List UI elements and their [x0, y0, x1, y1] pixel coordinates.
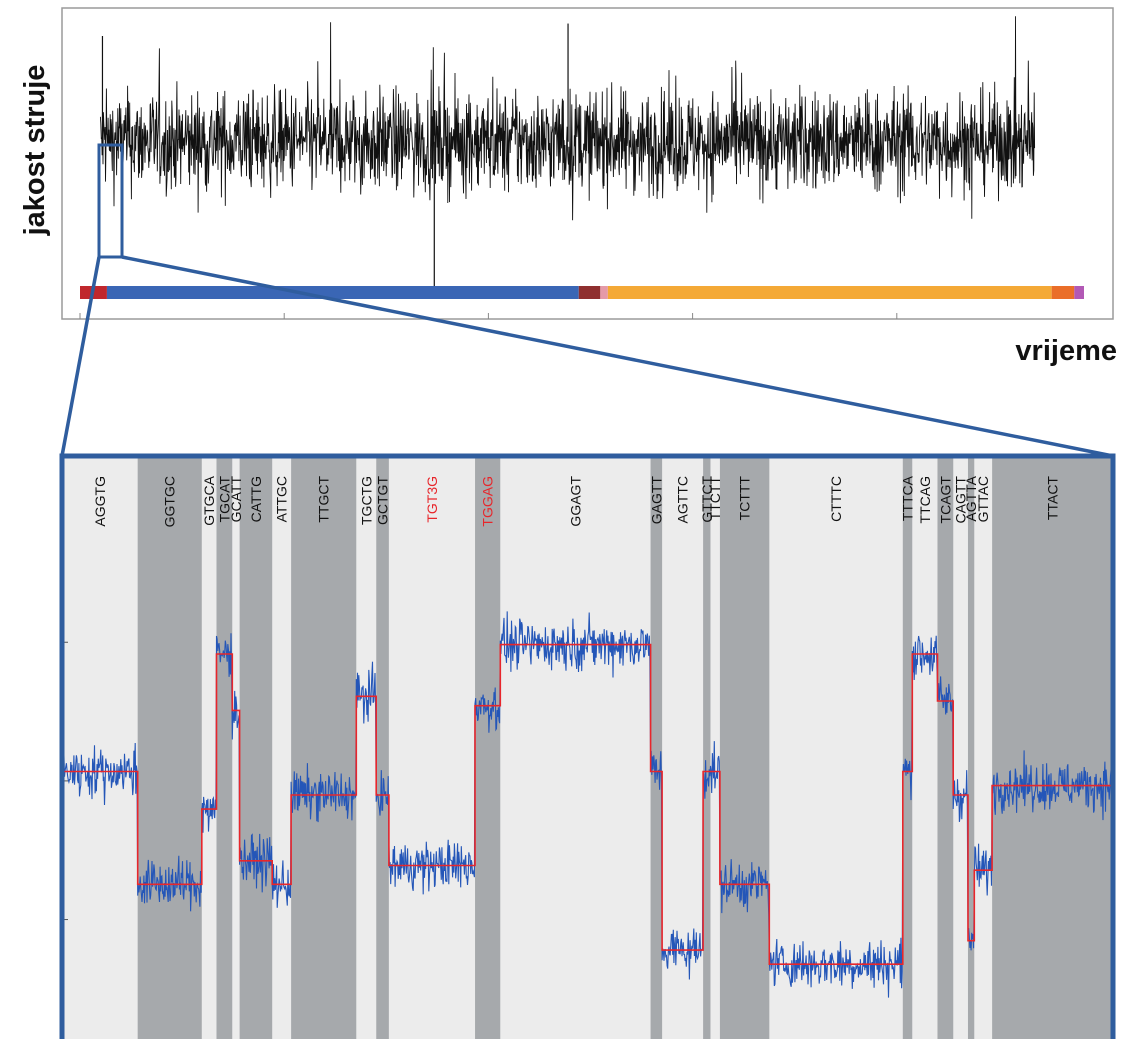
kmer-label: AGGTG — [92, 476, 108, 527]
kmer-label: TTGCT — [316, 476, 332, 523]
segment-bar-block — [578, 286, 601, 299]
zoom-window-box — [97, 143, 124, 259]
kmer-band — [500, 456, 652, 1039]
segment-level-fit — [62, 643, 1113, 965]
connector-left — [60, 256, 101, 457]
kmer-label: GGAGT — [567, 476, 583, 527]
kmer-label: CAGTT — [953, 476, 969, 524]
kmer-label: TTCAG — [917, 476, 933, 523]
kmer-band — [216, 456, 233, 1039]
segment-bar-block — [607, 286, 1052, 299]
kmer-label: TCAGT — [937, 476, 953, 524]
kmer-label: CTTTC — [828, 476, 844, 522]
kmer-band — [937, 456, 954, 1039]
kmer-band — [650, 456, 663, 1039]
overview-signal-line — [99, 16, 1036, 221]
kmer-band — [356, 456, 377, 1039]
kmer-label: GTGCA — [201, 475, 217, 525]
kmer-label: CATTG — [248, 476, 264, 522]
kmer-label: TTCTT — [707, 476, 723, 521]
kmer-band — [974, 456, 993, 1039]
zoom-connector-lines — [60, 255, 1114, 458]
kmer-band — [137, 456, 203, 1039]
kmer-label: GTTCT — [699, 476, 715, 523]
kmer-band — [201, 456, 217, 1039]
kmer-label: TGT3G — [424, 476, 440, 523]
kmer-band — [710, 456, 721, 1039]
kmer-band — [291, 456, 357, 1039]
fit-step-line — [62, 643, 1113, 965]
kmer-label: TGCAT — [216, 476, 232, 523]
kmer-band — [232, 456, 241, 1039]
kmer-label: TTTCA — [900, 475, 916, 521]
kmer-label: GGTGC — [162, 476, 178, 527]
kmer-band — [967, 456, 975, 1039]
kmer-label: TGCTG — [358, 476, 374, 525]
kmer-label: TCTTT — [737, 476, 753, 521]
segment-bar-block — [1074, 286, 1084, 299]
kmer-band — [239, 456, 273, 1039]
segment-bar-block — [600, 286, 608, 299]
kmer-label: AGTTC — [675, 476, 691, 523]
kmer-label: AGTTA — [963, 475, 979, 521]
kmer-label: TGGAG — [480, 476, 496, 527]
kmer-label: GAGTT — [648, 476, 664, 525]
y-axis-title: jakost struje — [19, 65, 51, 237]
overview-current-trace — [99, 16, 1036, 295]
kmer-band — [992, 456, 1114, 1039]
segment-bar-block — [106, 286, 579, 299]
kmer-band — [719, 456, 770, 1039]
kmer-label: GCATT — [228, 476, 244, 523]
zoom-frame — [59, 453, 1116, 1039]
overview-panel: jakost struje vrijeme — [19, 7, 1117, 367]
overview-frame — [61, 7, 1114, 320]
kmer-label: ATTGC — [274, 476, 290, 522]
connector-right — [121, 255, 1114, 458]
kmer-band — [912, 456, 938, 1039]
overview-segment-bar — [80, 286, 1084, 299]
kmer-label: TTACT — [1045, 476, 1061, 521]
kmer-band — [953, 456, 969, 1039]
kmer-band — [902, 456, 913, 1039]
kmer-band — [376, 456, 390, 1039]
kmer-bands — [62, 456, 1114, 1039]
kmer-band — [475, 456, 501, 1039]
x-axis-title: vrijeme — [1015, 335, 1117, 367]
overview-x-ticks — [79, 313, 898, 319]
kmer-band — [703, 456, 711, 1039]
segment-bar-block — [1051, 286, 1075, 299]
kmer-band — [62, 456, 139, 1039]
kmer-band — [769, 456, 904, 1039]
kmer-band — [388, 456, 476, 1039]
kmer-band — [272, 456, 292, 1039]
kmer-label: GTTAC — [975, 476, 991, 522]
kmer-label: GCTGT — [375, 476, 391, 525]
